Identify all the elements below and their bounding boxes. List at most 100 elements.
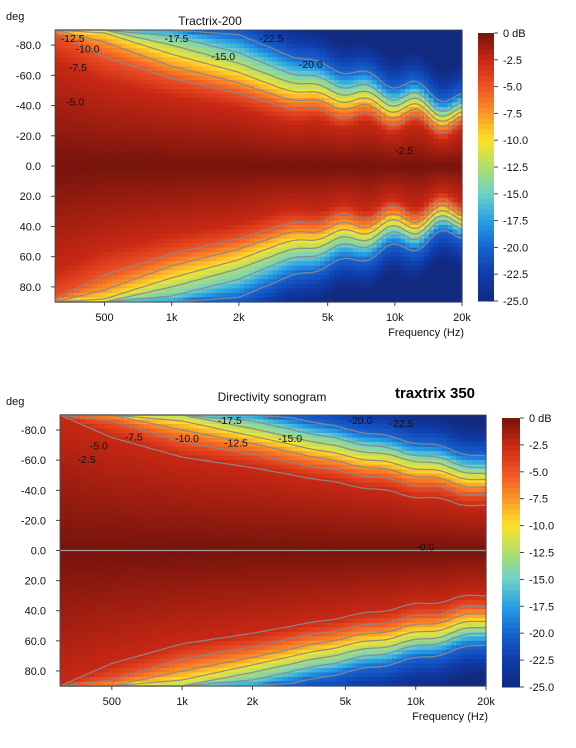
heatmap-cell — [424, 193, 430, 199]
heatmap-cell — [405, 66, 411, 72]
heatmap-cell — [244, 57, 250, 63]
heatmap-cell — [353, 175, 359, 181]
heatmap-cell — [78, 70, 84, 76]
heatmap-cell — [296, 120, 302, 126]
heatmap-cell — [249, 243, 255, 249]
heatmap-cell — [125, 147, 132, 153]
heatmap-cell — [315, 279, 321, 285]
heatmap-cell — [88, 211, 94, 217]
heatmap-cell — [338, 229, 345, 235]
heatmap-cell — [428, 57, 435, 63]
heatmap-cell — [230, 57, 236, 63]
heatmap-cell — [130, 75, 137, 81]
heatmap-cell — [116, 184, 122, 190]
heatmap-cell — [263, 52, 269, 58]
heatmap-cell — [400, 116, 406, 122]
heatmap-cell — [125, 34, 132, 40]
heatmap-cell — [125, 39, 132, 45]
heatmap-cell — [107, 229, 113, 235]
heatmap-cell — [362, 111, 368, 117]
heatmap-cell — [272, 220, 279, 226]
heatmap-cell — [135, 120, 141, 126]
heatmap-cell — [196, 66, 203, 72]
heatmap-cell — [78, 102, 84, 108]
heatmap-cell — [116, 138, 122, 144]
heatmap-cell — [234, 147, 241, 153]
heatmap-cell — [168, 66, 174, 72]
heatmap-cell — [253, 134, 260, 140]
heatmap-cell — [59, 220, 66, 226]
heatmap-cell — [154, 43, 160, 49]
heatmap-cell — [187, 52, 193, 58]
heatmap-cell — [400, 184, 406, 190]
heatmap-cell — [83, 129, 89, 135]
heatmap-cell — [419, 88, 425, 95]
heatmap-cell — [414, 215, 420, 221]
heatmap-cell — [168, 147, 174, 153]
heatmap-cell — [140, 61, 146, 67]
heatmap-cell — [154, 265, 160, 271]
heatmap-cell — [163, 57, 170, 63]
heatmap-cell — [244, 288, 250, 294]
heatmap-cell — [447, 93, 454, 99]
heatmap-cell — [206, 261, 212, 267]
heatmap-cell — [178, 156, 184, 163]
heatmap-cell — [286, 265, 293, 271]
heatmap-cell — [258, 279, 264, 285]
heatmap-cell — [376, 93, 383, 99]
heatmap-cell — [386, 274, 392, 280]
heatmap-cell — [291, 188, 297, 194]
heatmap-cell — [121, 229, 127, 235]
heatmap-cell — [414, 238, 420, 244]
heatmap-cell — [107, 152, 113, 158]
heatmap-cell — [73, 125, 80, 131]
heatmap-cell — [348, 147, 354, 153]
heatmap-cell — [419, 129, 425, 135]
heatmap-cell — [348, 48, 354, 54]
heatmap-cell — [78, 116, 84, 122]
heatmap-cell — [253, 234, 260, 240]
heatmap-cell — [239, 261, 245, 267]
heatmap-cell — [267, 215, 274, 221]
heatmap-cell — [324, 98, 331, 104]
heatmap-cell — [92, 224, 99, 231]
heatmap-cell — [182, 52, 189, 58]
heatmap-cell — [343, 147, 350, 153]
heatmap-cell — [97, 98, 103, 104]
heatmap-cell — [69, 256, 75, 262]
heatmap-cell — [211, 79, 217, 85]
heatmap-cell — [381, 224, 387, 231]
heatmap-cell — [168, 211, 174, 217]
heatmap-cell — [381, 252, 387, 258]
heatmap-cell — [282, 179, 288, 185]
heatmap-cell — [296, 234, 302, 240]
heatmap-cell — [386, 220, 392, 226]
heatmap-cell — [64, 179, 70, 185]
heatmap-cell — [424, 252, 430, 258]
heatmap-cell — [329, 234, 335, 240]
heatmap-cell — [419, 143, 425, 149]
heatmap-cell — [111, 229, 118, 235]
heatmap-cell — [443, 79, 449, 85]
heatmap-cell — [324, 202, 331, 208]
heatmap-cell — [144, 166, 151, 172]
heatmap-cell — [277, 215, 283, 221]
heatmap-cell — [391, 166, 397, 172]
heatmap-cell — [310, 252, 316, 258]
heatmap-cell — [277, 48, 283, 54]
heatmap-cell — [362, 166, 368, 172]
heatmap-cell — [357, 107, 364, 113]
heatmap-cell — [263, 288, 269, 294]
heatmap-cell — [163, 166, 170, 172]
heatmap-cell — [249, 52, 255, 58]
heatmap-cell — [301, 297, 307, 303]
heatmap-cell — [154, 170, 160, 176]
heatmap-cell — [107, 120, 113, 126]
heatmap-cell — [163, 175, 170, 181]
heatmap-cell — [107, 88, 113, 95]
heatmap-cell — [272, 288, 279, 294]
heatmap-cell — [182, 229, 189, 235]
heatmap-cell — [338, 202, 345, 208]
heatmap-cell — [97, 229, 103, 235]
heatmap-cell — [291, 234, 297, 240]
